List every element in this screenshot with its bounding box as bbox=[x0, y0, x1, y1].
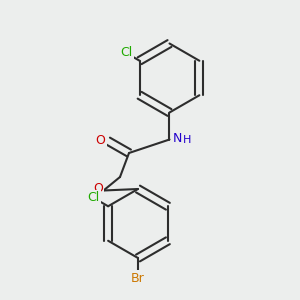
Text: Br: Br bbox=[131, 272, 145, 285]
Text: O: O bbox=[96, 134, 105, 148]
Text: H: H bbox=[183, 135, 191, 146]
Text: Cl: Cl bbox=[120, 46, 133, 59]
Text: Cl: Cl bbox=[88, 191, 100, 204]
Text: O: O bbox=[93, 182, 103, 195]
Text: N: N bbox=[172, 131, 182, 145]
